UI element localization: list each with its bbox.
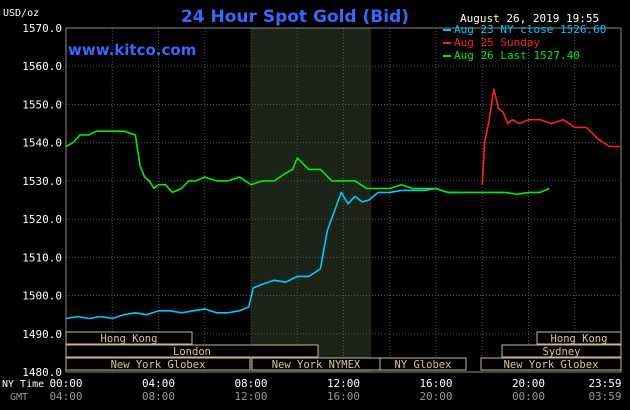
market-session-label: Hong Kong <box>551 333 608 345</box>
legend-entry-0: Aug 23 NY close 1526.60 <box>454 23 606 36</box>
x-tick-label-ny: 20:00 <box>512 377 545 390</box>
x-tick-label-gmt: 16:00 <box>327 390 360 403</box>
legend-entry-2: Aug 26 Last 1527.40 <box>454 49 580 62</box>
x-row-label-ny: NY Time <box>2 379 44 390</box>
market-session-label: NY Globex <box>395 359 452 371</box>
chart-title: 24 Hour Spot Gold (Bid) <box>181 7 409 27</box>
y-tick-label: 1500.0 <box>22 290 62 303</box>
market-session-bar <box>65 357 251 371</box>
market-session-label: New York NYMEX <box>272 359 361 371</box>
y-unit-label: USD/oz <box>3 8 39 19</box>
x-tick-label-gmt: 20:00 <box>419 390 452 403</box>
market-session-bar <box>536 331 622 345</box>
y-tick-label: 1550.0 <box>22 98 62 111</box>
market-session-bar <box>379 357 467 371</box>
x-tick-label-ny: 08:00 <box>234 377 267 390</box>
x-tick-label-ny: 12:00 <box>327 377 360 390</box>
y-tick-label: 1510.0 <box>22 251 62 264</box>
timestamp-label: August 26, 2019 19:55 <box>460 12 599 25</box>
x-tick-label-gmt: 08:00 <box>142 390 175 403</box>
market-session-bar <box>501 344 622 358</box>
market-session-label: Sydney <box>543 346 581 358</box>
y-tick-label: 1490.0 <box>22 328 62 341</box>
market-session-label: London <box>173 346 211 358</box>
x-row-label-gmt: GMT <box>10 392 28 403</box>
market-session-label: New York Globex <box>504 359 599 371</box>
plot-frame <box>65 27 622 373</box>
x-tick-label-gmt: 04:00 <box>49 390 82 403</box>
nymex-session-shade <box>251 28 372 372</box>
x-tick-label-gmt: 00:00 <box>512 390 545 403</box>
x-tick-label-ny: 04:00 <box>142 377 175 390</box>
series-line-2 <box>65 130 550 196</box>
market-session-bar <box>65 331 193 345</box>
x-tick-label-ny: 16:00 <box>419 377 452 390</box>
market-session-bar <box>65 344 319 358</box>
x-tick-label-ny: 23:59 <box>588 377 621 390</box>
y-tick-label: 1520.0 <box>22 213 62 226</box>
y-tick-label: 1480.0 <box>22 366 62 379</box>
market-session-bar <box>480 357 622 371</box>
series-line-0 <box>65 187 460 320</box>
x-tick-label-gmt: 03:59 <box>588 390 621 403</box>
y-tick-label: 1540.0 <box>22 137 62 150</box>
market-session-label: Hong Kong <box>101 333 158 345</box>
website-label: www.kitco.com <box>68 41 196 59</box>
y-tick-label: 1570.0 <box>22 22 62 35</box>
x-tick-label-ny: 00:00 <box>49 377 82 390</box>
x-tick-label-gmt: 12:00 <box>234 390 267 403</box>
legend-entry-1: Aug 25 Sunday <box>454 36 540 49</box>
series-line-1 <box>481 88 621 185</box>
market-session-label: New York Globex <box>111 359 206 371</box>
y-tick-label: 1530.0 <box>22 175 62 188</box>
y-tick-label: 1560.0 <box>22 60 62 73</box>
